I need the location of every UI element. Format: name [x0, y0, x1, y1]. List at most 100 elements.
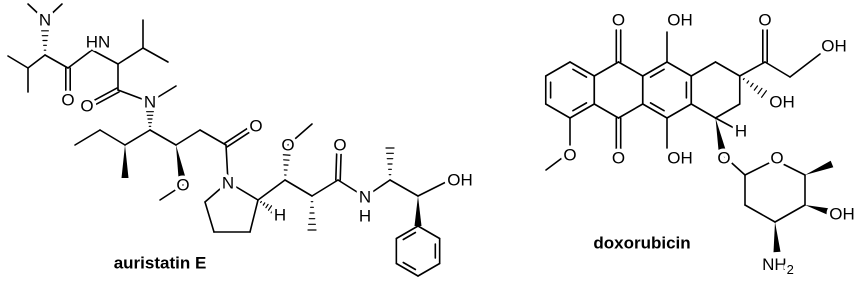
- bond: [364, 179, 391, 198]
- bond: [27, 3, 46, 21]
- atom-label: O: [758, 11, 771, 30]
- bond: [402, 231, 417, 241]
- bond: [417, 225, 441, 240]
- bond: [617, 103, 644, 119]
- bond: [99, 129, 126, 146]
- wedge-bond: [805, 160, 834, 175]
- wedge-bond: [176, 145, 186, 179]
- bond: [649, 68, 665, 78]
- bonds: [7, 3, 834, 277]
- bond: [649, 102, 665, 112]
- bond: [90, 87, 118, 103]
- atom-label: O: [176, 176, 189, 195]
- atom-label: OH: [667, 11, 693, 30]
- bond: [142, 47, 169, 63]
- atom-label: H: [735, 122, 747, 141]
- bond: [339, 149, 342, 181]
- atom-label: OH: [667, 149, 693, 168]
- bond: [284, 179, 313, 197]
- atom-label: O: [61, 91, 74, 110]
- bond: [402, 261, 417, 271]
- atom-subscript: 2: [787, 262, 794, 277]
- bond: [774, 159, 806, 176]
- hash-bond: [265, 203, 269, 209]
- bond: [666, 61, 693, 77]
- bond: [544, 61, 571, 77]
- bond: [117, 47, 144, 65]
- hash-bond: [267, 205, 273, 211]
- bond: [545, 151, 571, 171]
- bond: [74, 129, 101, 146]
- bond: [789, 53, 821, 78]
- bond: [159, 184, 184, 201]
- bond: [395, 225, 419, 240]
- hash-bond: [742, 77, 745, 81]
- bond: [44, 3, 63, 21]
- bond: [337, 179, 366, 198]
- hash-bond: [750, 82, 754, 88]
- bond: [287, 123, 313, 146]
- compound-name: doxorubicin: [593, 234, 690, 253]
- atom-label: O: [333, 136, 346, 155]
- bond: [417, 262, 441, 277]
- wedge-bond: [773, 222, 781, 253]
- bond: [593, 103, 620, 119]
- bond: [417, 179, 451, 197]
- atom-label: N: [359, 188, 371, 207]
- atom-label: NH2: [762, 255, 794, 277]
- compound-name: auristatin E: [114, 254, 207, 273]
- atom-label: NH: [762, 255, 787, 274]
- bond: [204, 181, 229, 203]
- bond: [226, 129, 255, 148]
- bond: [738, 61, 766, 77]
- bond: [199, 129, 227, 146]
- atom-label: O: [770, 149, 783, 168]
- bond: [723, 155, 746, 176]
- bond: [225, 144, 229, 183]
- bond: [311, 179, 339, 197]
- bond: [27, 54, 46, 69]
- bond: [257, 179, 286, 201]
- bond: [714, 61, 741, 77]
- atom-label: O: [249, 117, 262, 136]
- bond: [641, 61, 668, 77]
- bond: [249, 199, 259, 233]
- bond: [569, 61, 596, 77]
- bond: [223, 125, 252, 144]
- atom-label: O: [281, 136, 294, 155]
- bond: [666, 103, 693, 119]
- bond: [569, 103, 596, 119]
- wedge-bond: [414, 196, 422, 226]
- atom-label: O: [612, 11, 625, 30]
- atom-label: OH: [821, 37, 847, 56]
- atom-label: N: [39, 11, 51, 30]
- bond: [744, 159, 776, 176]
- bond: [572, 102, 588, 112]
- hash-bond: [262, 202, 266, 206]
- wedge-bond: [805, 205, 831, 216]
- atom-label: O: [612, 149, 625, 168]
- bond: [227, 181, 259, 201]
- hash-bond: [273, 208, 279, 216]
- atom-label: H: [359, 207, 371, 226]
- bond: [714, 103, 741, 119]
- hash-bond: [260, 200, 262, 204]
- bond: [124, 129, 151, 146]
- hash-bond: [753, 85, 759, 91]
- bond: [149, 85, 177, 103]
- bond: [117, 89, 151, 103]
- hash-bond: [746, 80, 750, 84]
- atom-label: OH: [769, 93, 795, 112]
- atom-label: OH: [829, 205, 855, 224]
- bond: [149, 129, 177, 146]
- atom-label: O: [563, 146, 576, 165]
- bond: [593, 61, 620, 77]
- atom-label: O: [80, 97, 93, 116]
- bond: [572, 68, 588, 78]
- bond: [175, 129, 201, 146]
- bond: [690, 103, 717, 119]
- hash-bond: [282, 149, 292, 151]
- bond: [617, 61, 644, 77]
